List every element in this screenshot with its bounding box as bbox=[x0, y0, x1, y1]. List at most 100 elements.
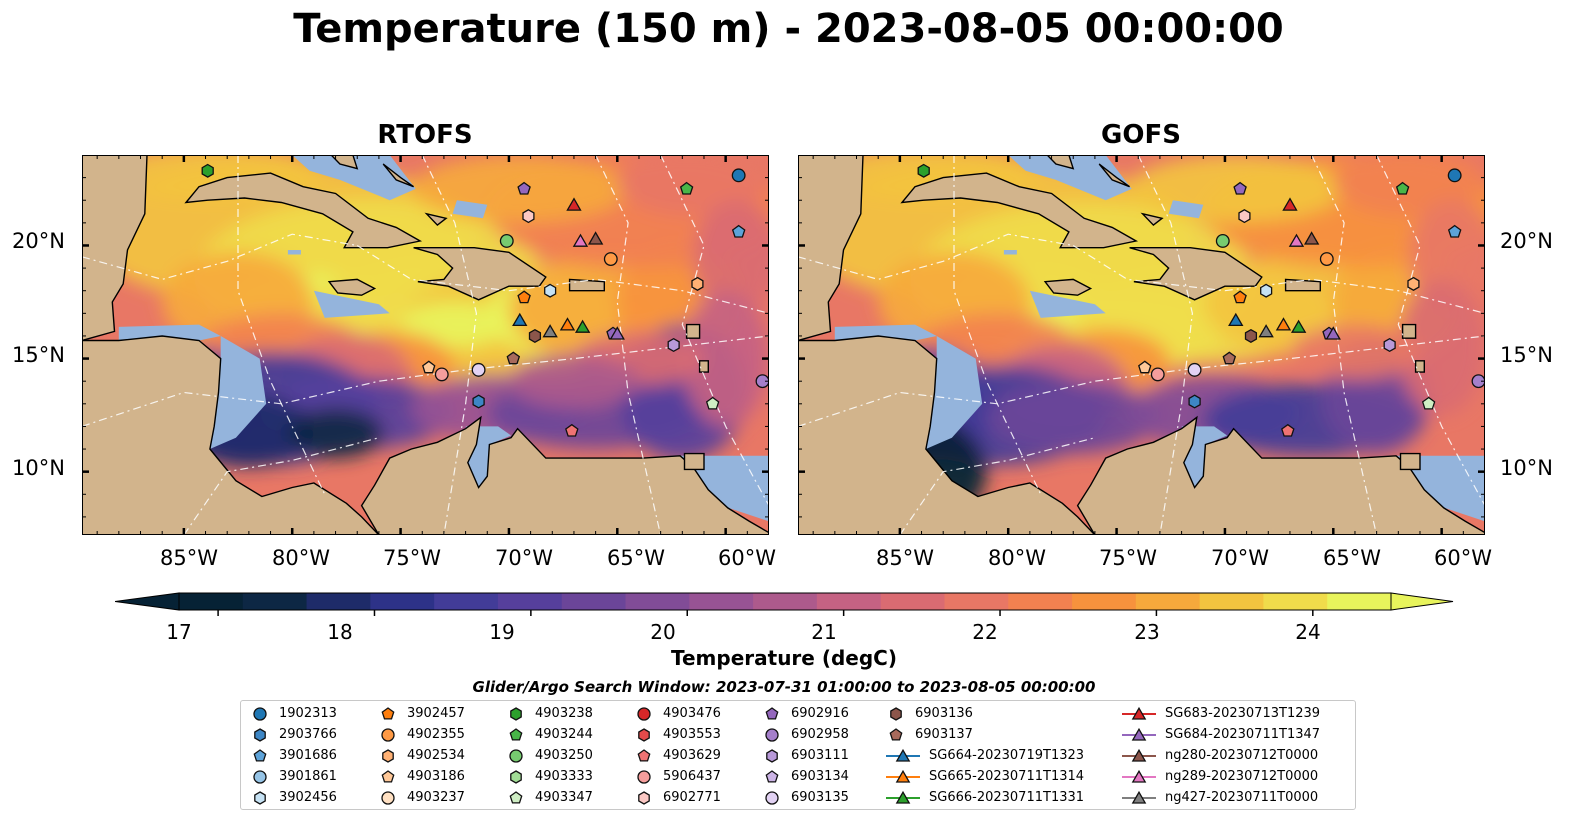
platform-marker[interactable] bbox=[517, 290, 531, 304]
platform-marker[interactable] bbox=[559, 317, 576, 331]
platform-marker[interactable] bbox=[544, 283, 557, 298]
legend-marker-icon bbox=[381, 790, 395, 805]
land-trinidad bbox=[683, 452, 705, 471]
lon-label-75w: 75°W bbox=[383, 546, 441, 570]
platform-marker[interactable] bbox=[517, 181, 531, 195]
platform-marker[interactable] bbox=[506, 351, 521, 365]
legend-marker-icon bbox=[510, 706, 522, 721]
platform-marker[interactable] bbox=[1188, 394, 1201, 409]
platform-marker[interactable] bbox=[1275, 317, 1292, 331]
legend-entry: SG684-20230711T1347 bbox=[1121, 724, 1320, 745]
land-bahamas3 bbox=[424, 212, 448, 227]
platform-marker[interactable] bbox=[1447, 168, 1462, 183]
platform-marker[interactable] bbox=[471, 362, 486, 377]
platform-marker[interactable] bbox=[705, 396, 720, 410]
platform-marker[interactable] bbox=[1187, 362, 1202, 377]
shelf-cayman bbox=[287, 250, 301, 255]
platform-marker[interactable] bbox=[565, 423, 579, 437]
temperature-patch bbox=[682, 290, 769, 427]
platform-marker[interactable] bbox=[731, 168, 746, 183]
land-puertorico bbox=[1284, 278, 1321, 292]
platform-marker[interactable] bbox=[566, 197, 582, 211]
legend-marker-icon bbox=[1122, 769, 1156, 783]
colorbar-bin bbox=[1135, 593, 1201, 610]
platform-marker[interactable] bbox=[691, 276, 704, 291]
platform-marker[interactable] bbox=[667, 337, 680, 353]
legend-label: 4903244 bbox=[535, 727, 593, 742]
platform-marker[interactable] bbox=[1303, 231, 1320, 245]
legend-marker-icon bbox=[509, 727, 523, 741]
legend-entry: 3902457 bbox=[377, 703, 465, 724]
colorbar-bin bbox=[370, 593, 435, 610]
platform-marker[interactable] bbox=[1233, 181, 1247, 195]
gofs-map[interactable] bbox=[798, 155, 1485, 535]
legend-marker-icon bbox=[765, 769, 779, 783]
legend-label: 6902916 bbox=[791, 706, 849, 721]
platform-marker[interactable] bbox=[201, 163, 214, 178]
platform-marker[interactable] bbox=[1228, 312, 1244, 327]
colorbar-bin bbox=[625, 593, 690, 610]
legend-label: 4903333 bbox=[535, 769, 593, 784]
legend-label: 5906437 bbox=[663, 769, 721, 784]
colorbar-bin bbox=[497, 593, 563, 610]
platform-marker[interactable] bbox=[512, 312, 528, 327]
eez-boundary bbox=[595, 155, 662, 535]
platform-marker[interactable] bbox=[499, 234, 514, 248]
platform-marker[interactable] bbox=[1233, 290, 1247, 304]
platform-marker[interactable] bbox=[1383, 337, 1396, 353]
platform-marker[interactable] bbox=[1150, 367, 1165, 382]
platform-marker[interactable] bbox=[917, 163, 930, 178]
platform-marker[interactable] bbox=[574, 319, 591, 333]
platform-marker[interactable] bbox=[542, 324, 558, 338]
lon-label-70w: 70°W bbox=[1211, 546, 1269, 570]
legend-marker-icon bbox=[765, 790, 779, 805]
legend-label: 4903238 bbox=[535, 706, 593, 721]
platform-marker[interactable] bbox=[1258, 324, 1274, 338]
platform-marker[interactable] bbox=[1421, 396, 1436, 410]
platform-marker[interactable] bbox=[528, 328, 542, 344]
map-frame bbox=[82, 155, 769, 535]
map-ticks bbox=[798, 155, 1485, 535]
platform-marker[interactable] bbox=[1288, 233, 1305, 247]
colorbar-tick-21: 21 bbox=[811, 620, 837, 644]
colorbar-label: Temperature (degC) bbox=[671, 646, 897, 670]
colorbar-bin bbox=[1263, 593, 1328, 610]
land-central bbox=[798, 335, 1096, 535]
platform-marker[interactable] bbox=[1395, 181, 1410, 195]
platform-marker[interactable] bbox=[1222, 351, 1237, 365]
platform-marker[interactable] bbox=[1244, 328, 1258, 344]
platform-marker[interactable] bbox=[472, 394, 485, 409]
platform-marker[interactable] bbox=[1290, 319, 1307, 333]
colorbar-tick-18: 18 bbox=[327, 620, 353, 644]
land-jamaica bbox=[1043, 278, 1093, 296]
platform-marker[interactable] bbox=[1215, 234, 1230, 248]
map-frame bbox=[798, 155, 1485, 535]
platform-marker[interactable] bbox=[1138, 360, 1152, 374]
platform-marker[interactable] bbox=[522, 209, 535, 224]
platform-marker[interactable] bbox=[731, 224, 746, 238]
legend-marker-icon bbox=[381, 706, 395, 720]
legend-entry: 4903186 bbox=[377, 766, 465, 787]
legend-entry: 6902771 bbox=[633, 787, 721, 808]
platform-marker[interactable] bbox=[1281, 423, 1295, 437]
platform-marker[interactable] bbox=[1319, 252, 1334, 266]
platform-marker[interactable] bbox=[422, 360, 436, 374]
platform-marker[interactable] bbox=[1282, 197, 1298, 211]
rtofs-map[interactable] bbox=[82, 155, 769, 535]
platform-marker[interactable] bbox=[1325, 326, 1341, 340]
platform-marker[interactable] bbox=[572, 233, 589, 247]
legend-entry: 4903476 bbox=[633, 703, 721, 724]
platform-marker[interactable] bbox=[609, 326, 625, 340]
platform-marker[interactable] bbox=[434, 367, 449, 382]
platform-marker[interactable] bbox=[679, 181, 694, 195]
platform-marker[interactable] bbox=[1260, 283, 1273, 298]
legend-entry: 4902355 bbox=[377, 724, 465, 745]
platform-marker[interactable] bbox=[603, 252, 618, 266]
platform-marker[interactable] bbox=[587, 231, 604, 245]
legend-label: 4903553 bbox=[663, 727, 721, 742]
legend-marker-icon bbox=[510, 769, 522, 784]
platform-marker[interactable] bbox=[1447, 224, 1462, 238]
platform-marker[interactable] bbox=[1238, 209, 1251, 224]
legend-marker-icon bbox=[637, 706, 651, 721]
platform-marker[interactable] bbox=[1407, 276, 1420, 291]
